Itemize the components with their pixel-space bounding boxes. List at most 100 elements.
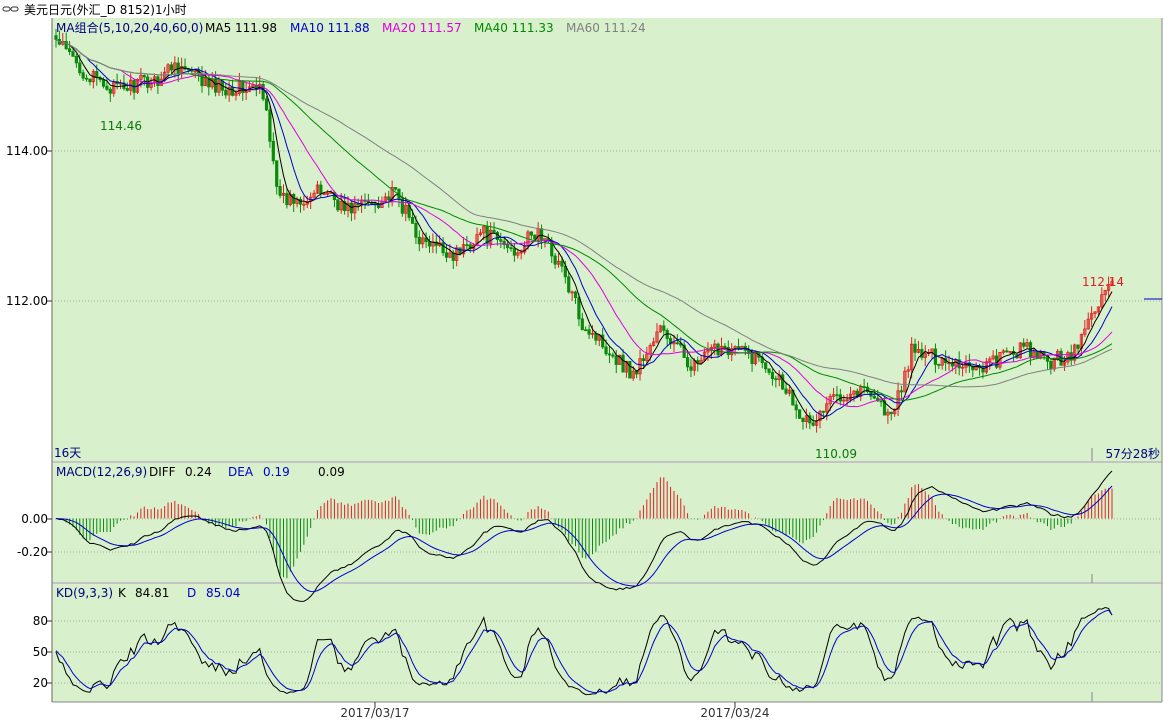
- kd-panel-background[interactable]: [52, 584, 1162, 702]
- candle-body: [169, 64, 174, 71]
- candle-body: [672, 342, 676, 345]
- candle-body: [305, 200, 309, 205]
- k-label: K: [118, 586, 127, 600]
- candle-body: [628, 360, 632, 379]
- candle-body: [889, 411, 893, 415]
- candle-body: [421, 237, 425, 245]
- candle-body: [519, 251, 523, 254]
- candle-body: [268, 109, 272, 142]
- candle-body: [713, 343, 717, 348]
- candle-body: [427, 241, 432, 247]
- candle-body: [910, 343, 914, 371]
- candle-body: [845, 399, 849, 402]
- candle-body: [886, 411, 890, 416]
- candle-body: [125, 88, 129, 91]
- d-value: 85.04: [206, 586, 240, 600]
- candle-body: [142, 74, 146, 78]
- candle-body: [319, 184, 323, 195]
- candle-body: [539, 228, 544, 241]
- candle-body: [78, 62, 82, 74]
- candle-body: [624, 360, 629, 373]
- candle-body: [960, 366, 965, 369]
- candle-body: [621, 354, 625, 373]
- candle-body: [835, 394, 839, 397]
- d-line: [55, 609, 1113, 694]
- last-price-label: 112.14: [1082, 275, 1124, 289]
- candle-body: [831, 394, 836, 397]
- candle-body: [553, 255, 557, 265]
- candle-body: [1025, 342, 1029, 347]
- candle-body: [343, 201, 347, 212]
- candle-body: [753, 351, 758, 365]
- candle-body: [458, 247, 462, 255]
- candle-body: [461, 244, 466, 255]
- kd-lines: [55, 606, 1113, 696]
- window-title: 美元日元(外汇_D 8152)1小时: [24, 3, 187, 17]
- candle-body: [495, 231, 500, 240]
- candle-body: [570, 291, 574, 294]
- candle-body: [200, 73, 204, 87]
- candle-body: [326, 192, 330, 195]
- candle-body: [614, 355, 618, 365]
- candle-body: [54, 35, 58, 40]
- candle-body: [241, 80, 245, 93]
- candle-body: [64, 41, 68, 50]
- candle-body: [607, 353, 612, 356]
- candle-body: [84, 77, 89, 80]
- low-label: 110.09: [815, 447, 857, 461]
- candle-body: [991, 355, 995, 360]
- candle-body: [801, 417, 805, 422]
- diff-line: [55, 470, 1113, 602]
- candle-body: [587, 329, 591, 335]
- candle-body: [1032, 351, 1036, 357]
- dea-line: [55, 485, 1113, 593]
- candle-body: [1001, 350, 1005, 353]
- candle-body: [747, 349, 751, 353]
- candle-body: [509, 247, 513, 250]
- candle-body: [139, 74, 143, 80]
- candle-body: [638, 358, 642, 375]
- y-tick-label: 80: [33, 614, 48, 628]
- candle-body: [444, 252, 449, 258]
- ma60-value: MA60 111.24: [566, 21, 646, 35]
- candle-body: [298, 198, 303, 205]
- candle-body: [556, 260, 561, 265]
- candle-body: [489, 229, 493, 244]
- x-axis: 2017/03/17 2017/03/24: [340, 702, 770, 720]
- candle-body: [95, 71, 99, 78]
- candle-body: [417, 236, 421, 245]
- candle-body: [1083, 328, 1087, 335]
- candle-body: [804, 415, 809, 422]
- candle-body: [784, 388, 788, 394]
- candle-body: [764, 362, 768, 370]
- candle-body: [393, 187, 398, 190]
- candle-body: [604, 346, 608, 355]
- candle-body: [584, 329, 588, 332]
- candle-body: [882, 400, 887, 416]
- macd-panel-background[interactable]: [52, 463, 1162, 582]
- candle-body: [512, 248, 516, 256]
- x-tick-label: 2017/03/17: [340, 706, 409, 720]
- ma5-line: [55, 38, 1113, 422]
- macd-label: MACD(12,26,9): [56, 465, 147, 479]
- candle-body: [353, 203, 357, 214]
- candle-body: [108, 88, 112, 94]
- candle-body: [906, 369, 910, 372]
- ma10-value: MA10 111.88: [290, 21, 370, 35]
- candle-body: [852, 390, 856, 395]
- candle-body: [1062, 361, 1067, 366]
- candle-body: [74, 55, 78, 64]
- candle-body: [903, 370, 907, 393]
- candle-body: [264, 98, 269, 111]
- x-axis-area: [0, 702, 1164, 723]
- candle-body: [1005, 350, 1009, 353]
- candle-body: [981, 367, 985, 373]
- ma-group-label: MA组合(5,10,20,40,60,0): [56, 20, 203, 35]
- candle-body: [271, 140, 275, 162]
- candle-body: [529, 231, 533, 236]
- candle-body: [1022, 342, 1026, 347]
- candle-body: [774, 378, 778, 381]
- candle-body: [1103, 289, 1107, 296]
- ma5-value: MA5 111.98: [205, 21, 277, 35]
